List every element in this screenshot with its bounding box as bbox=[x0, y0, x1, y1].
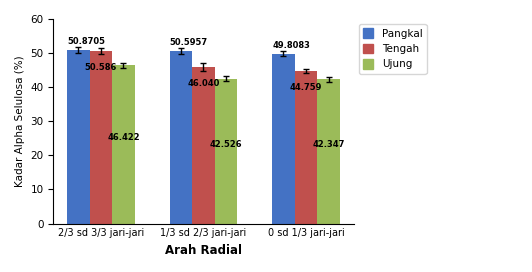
Text: 46.040: 46.040 bbox=[187, 79, 220, 88]
Bar bbox=[192, 67, 215, 224]
Text: 46.422: 46.422 bbox=[107, 133, 140, 142]
Bar bbox=[272, 54, 295, 224]
Bar bbox=[215, 79, 237, 224]
Text: 42.347: 42.347 bbox=[312, 140, 345, 149]
Text: 49.8083: 49.8083 bbox=[272, 41, 310, 50]
Text: 42.526: 42.526 bbox=[210, 140, 243, 149]
Text: 50.5957: 50.5957 bbox=[170, 38, 207, 47]
X-axis label: Arah Radial: Arah Radial bbox=[165, 244, 242, 257]
Bar bbox=[317, 79, 340, 224]
Bar bbox=[67, 50, 89, 224]
Bar bbox=[170, 51, 192, 224]
Bar bbox=[295, 71, 317, 224]
Text: 50.586: 50.586 bbox=[85, 63, 117, 72]
Bar bbox=[112, 65, 135, 224]
Text: 50.8705: 50.8705 bbox=[67, 37, 105, 46]
Bar bbox=[89, 51, 112, 224]
Text: 44.759: 44.759 bbox=[290, 83, 322, 92]
Legend: Pangkal, Tengah, Ujung: Pangkal, Tengah, Ujung bbox=[359, 24, 427, 74]
Y-axis label: Kadar Alpha Selulosa (%): Kadar Alpha Selulosa (%) bbox=[15, 55, 25, 187]
